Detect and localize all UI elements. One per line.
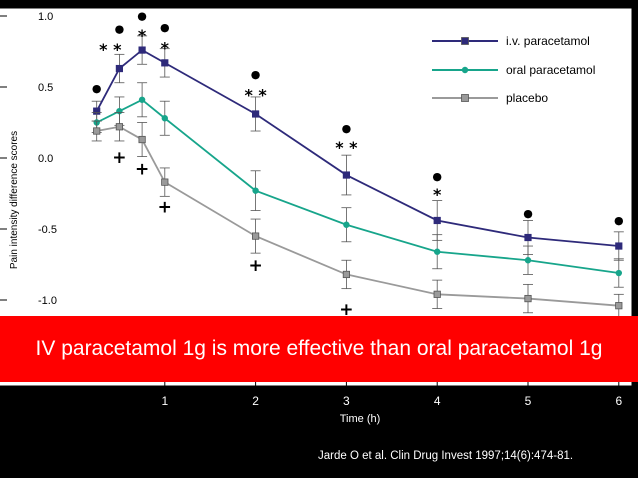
x-tick-label: 1: [161, 394, 168, 408]
y-tick-label: 0.0: [38, 153, 53, 165]
data-point: [615, 242, 623, 250]
data-point: [161, 178, 169, 186]
significance-marker: * *: [99, 40, 122, 59]
data-point: [115, 123, 123, 131]
data-point: [524, 233, 532, 242]
data-point: [252, 187, 259, 194]
y-axis-label: Pain intensity difference scores: [9, 131, 20, 269]
data-point: [342, 171, 351, 179]
data-point: [138, 46, 146, 54]
y-tick-label: -0.5: [38, 224, 57, 236]
legend-marker: [461, 66, 469, 74]
legend-label: oral paracetamol: [506, 63, 595, 77]
data-point: [161, 115, 168, 122]
x-axis-label: Time (h): [340, 413, 381, 425]
data-point: [138, 135, 146, 144]
significance-marker: +: [158, 198, 172, 218]
data-point: [115, 64, 123, 73]
data-point: [524, 294, 532, 303]
legend-marker: [461, 94, 469, 102]
data-point: [433, 216, 441, 225]
data-point: [251, 232, 260, 240]
significance-marker: ●: [523, 207, 533, 220]
conclusion-text: IV paracetamol 1g is more effective than…: [35, 337, 603, 360]
x-tick-label: 5: [525, 394, 532, 408]
data-point: [343, 221, 350, 228]
significance-marker: *: [161, 39, 170, 58]
significance-marker: ●: [614, 214, 624, 227]
significance-marker: +: [135, 159, 149, 179]
x-tick-label: 4: [434, 394, 441, 408]
citation: Jarde O et al. Clin Drug Invest 1997;14(…: [318, 450, 574, 462]
data-point: [524, 257, 532, 264]
data-point: [615, 269, 622, 277]
data-point: [251, 110, 260, 118]
significance-marker: *: [138, 26, 147, 45]
significance-marker: ●: [251, 68, 261, 81]
x-tick-label: 2: [252, 394, 259, 408]
significance-marker: * *: [244, 86, 267, 105]
significance-marker: ●: [160, 21, 170, 34]
significance-marker: ●: [137, 10, 147, 23]
significance-marker: ●: [342, 122, 352, 135]
legend-label: placebo: [506, 91, 548, 105]
data-point: [615, 302, 623, 310]
legend-label: i.v. paracetamol: [506, 34, 590, 48]
significance-marker: +: [112, 148, 126, 168]
y-tick-label: 1.0: [38, 11, 53, 23]
conclusion-banner: [0, 316, 638, 382]
significance-marker: ●: [115, 22, 125, 35]
x-tick-label: 3: [343, 394, 350, 408]
data-point: [434, 248, 441, 255]
data-point: [93, 127, 101, 135]
significance-marker: ●: [432, 170, 442, 183]
data-point: [433, 290, 441, 298]
significance-marker: +: [248, 256, 262, 276]
data-point: [161, 59, 169, 67]
x-tick-label: 6: [615, 394, 622, 408]
significance-marker: ●: [92, 82, 102, 95]
data-point: [138, 96, 146, 103]
significance-marker: *: [433, 185, 442, 204]
significance-marker: * *: [335, 138, 358, 157]
significance-marker: +: [339, 300, 353, 320]
data-point: [342, 270, 351, 279]
y-tick-label: -1.0: [38, 295, 57, 307]
legend-marker: [461, 37, 469, 45]
y-tick-label: 0.5: [38, 82, 53, 94]
